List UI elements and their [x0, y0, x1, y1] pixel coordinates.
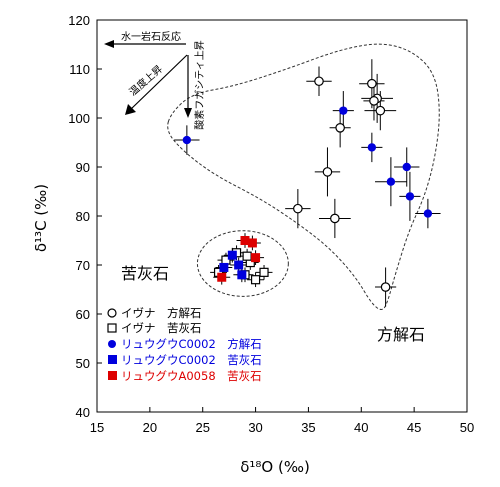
- temp-arrowhead: [125, 104, 136, 115]
- data-point-filled-square: [251, 253, 261, 263]
- legend-red-square-marker: [108, 371, 117, 380]
- data-point-open-circle: [330, 213, 340, 224]
- data-point-open-circle: [322, 167, 333, 177]
- data-point-filled-circle: [423, 209, 433, 218]
- x-tick-label: 45: [407, 420, 421, 435]
- arrows: [104, 40, 192, 118]
- data-point-open-circle: [380, 282, 391, 292]
- x-tick-label: 15: [90, 420, 104, 435]
- legend-blue-circle-marker: [108, 340, 116, 348]
- legend-label-4: リュウグウC0002 苦灰石: [121, 353, 262, 367]
- legend-item-1: イヴナ 方解石: [107, 306, 202, 320]
- dolomite-label: 苦灰石: [121, 264, 169, 283]
- water-rock-arrowhead: [104, 40, 114, 48]
- data-point-open-circle: [314, 76, 324, 87]
- oxygen-fugacity-label: 酸素フガシティ上昇: [193, 40, 206, 129]
- data-point-open-square: [242, 251, 252, 261]
- data-point-filled-square: [227, 250, 237, 260]
- legend-item-2: イヴナ 苦灰石: [107, 321, 202, 335]
- y-axis-title: δ¹³C (‰): [32, 184, 50, 252]
- legend-label-3: リュウグウC0002 方解石: [121, 337, 262, 351]
- data-point-open-circle: [375, 105, 386, 116]
- x-axis-title: δ¹⁸O (‰): [240, 458, 310, 476]
- legend-item-3: リュウグウC0002 方解石: [108, 337, 262, 351]
- legend-label-5: リュウグウA0058 苦灰石: [121, 369, 262, 383]
- data-point-filled-circle: [386, 177, 396, 186]
- x-tick-label: 20: [143, 420, 157, 435]
- data-point-filled-square: [234, 260, 244, 270]
- data-point-filled-square: [217, 272, 227, 282]
- legend-open-square-marker: [107, 323, 117, 333]
- y-tick-label: 110: [69, 62, 90, 77]
- x-tick-label: 35: [301, 420, 315, 435]
- data-point-filled-circle: [182, 135, 192, 145]
- x-tick-label: 40: [354, 420, 368, 435]
- data-point-open-square: [259, 267, 269, 277]
- legend-label-2: イヴナ 苦灰石: [121, 321, 202, 335]
- y-tick-label: 40: [76, 405, 90, 420]
- y-tick-label: 80: [76, 209, 90, 224]
- x-tick-label: 50: [460, 420, 474, 435]
- data-point-filled-square: [247, 238, 257, 248]
- data-point-open-circle: [335, 123, 345, 133]
- oxygen-arrowhead: [184, 108, 192, 118]
- legend: イヴナ 方解石 イヴナ 苦灰石 リュウグウC0002 方解石 リュウグウC000…: [107, 306, 262, 383]
- temp-arrow: [129, 54, 188, 111]
- y-tick-label: 70: [76, 258, 90, 273]
- y-tick-label: 120: [68, 13, 90, 28]
- data-point-filled-square: [237, 270, 247, 280]
- data-point-filled-square: [219, 262, 229, 272]
- data-points: [182, 76, 433, 292]
- water-rock-label: 水一岩石反応: [121, 30, 181, 43]
- data-point-open-circle: [293, 203, 303, 214]
- legend-label-1: イヴナ 方解石: [121, 306, 202, 320]
- calcite-label: 方解石: [377, 325, 425, 344]
- x-tick-label: 25: [195, 420, 209, 435]
- legend-open-circle-marker: [107, 308, 117, 318]
- x-tick-label: 30: [248, 420, 262, 435]
- y-tick-label: 100: [68, 111, 90, 126]
- data-point-filled-circle: [339, 106, 348, 115]
- data-point-filled-circle: [405, 192, 415, 201]
- legend-item-5: リュウグウA0058 苦灰石: [108, 369, 262, 383]
- axis-ticks: 15 20 25 30 35 40 45 50 40 50 60 70 80 90 100 110 120: [68, 13, 474, 435]
- y-tick-label: 50: [76, 356, 90, 371]
- data-point-open-square: [250, 275, 261, 285]
- data-point-filled-square: [240, 236, 250, 245]
- y-tick-label: 90: [76, 160, 90, 175]
- legend-blue-square-marker: [108, 355, 117, 364]
- data-point-filled-circle: [402, 162, 411, 172]
- data-point-open-circle: [369, 96, 379, 106]
- field-envelopes: [167, 43, 440, 310]
- data-point-open-circle: [367, 78, 377, 89]
- temp-rise-label: 温度上昇: [126, 62, 165, 98]
- y-tick-label: 60: [76, 307, 90, 322]
- data-point-filled-circle: [367, 143, 377, 152]
- calcite-field: [167, 43, 440, 310]
- legend-item-4: リュウグウC0002 苦灰石: [108, 353, 262, 367]
- dolomite-field: [196, 230, 289, 297]
